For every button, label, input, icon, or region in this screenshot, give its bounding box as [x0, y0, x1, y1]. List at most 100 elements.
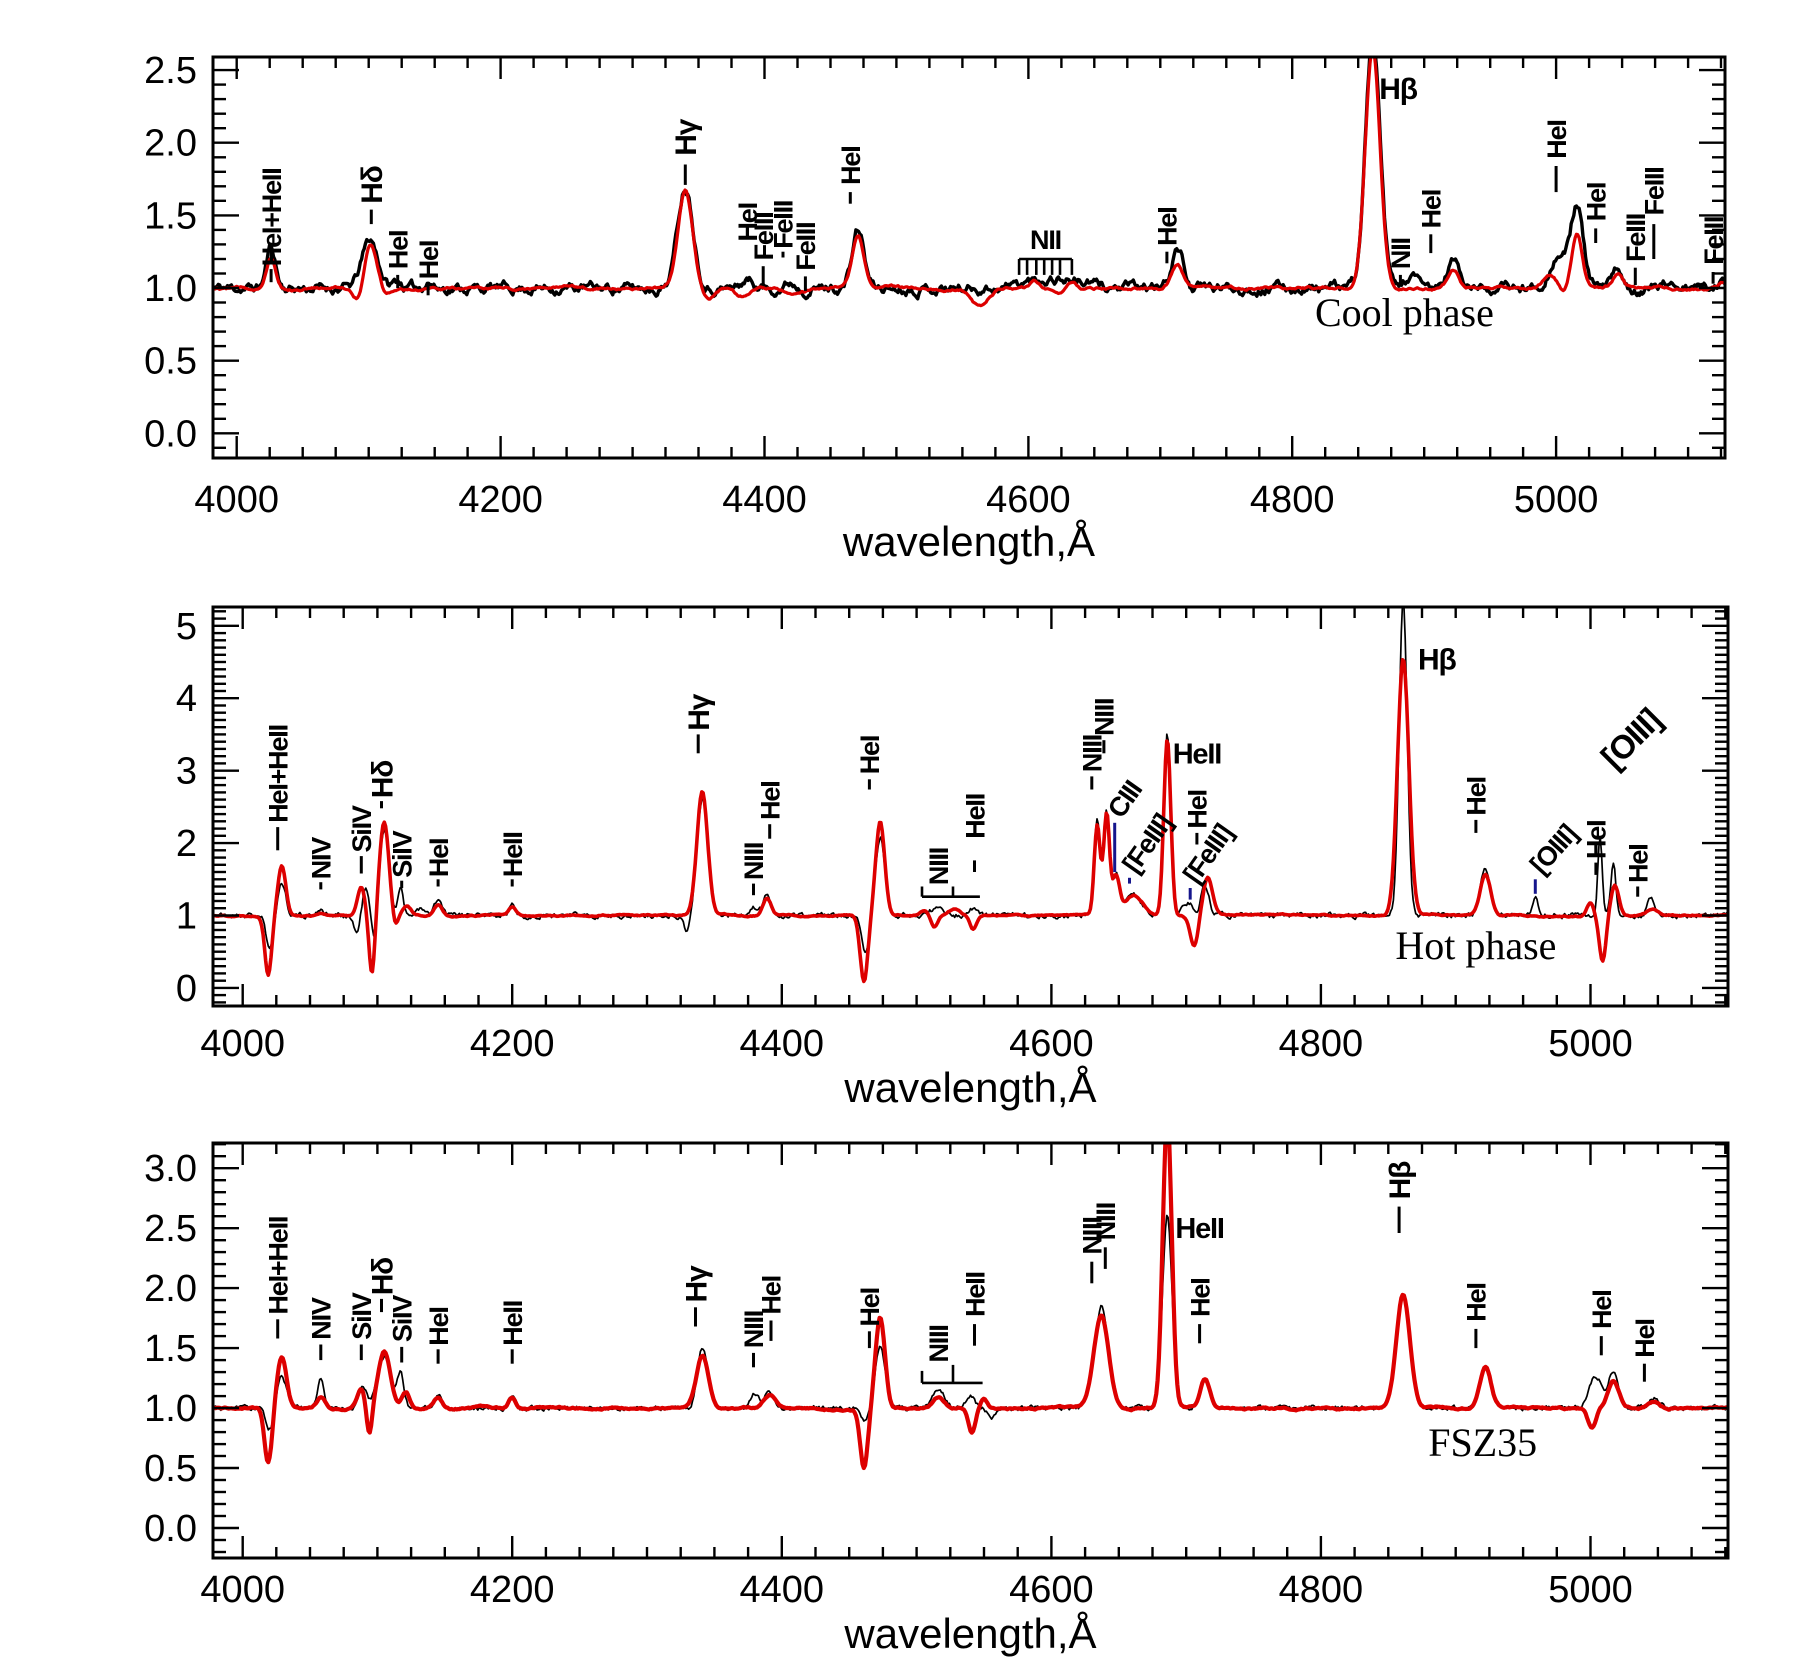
line-label-SiIV: SiIV — [387, 830, 417, 877]
x-tick-label: 4600 — [986, 479, 1071, 521]
model-spectrum-curve — [214, 658, 1727, 984]
x-tick-label: 5000 — [1548, 1023, 1633, 1065]
x-tick-label: 4600 — [1009, 1023, 1094, 1065]
line-label-HeII: HeII — [498, 1301, 528, 1346]
y-tick-label: 4 — [176, 678, 197, 720]
model-spectrum-curve — [214, 58, 1724, 308]
y-tick-label: 3 — [176, 751, 197, 793]
line-label-HeI: HeI — [1587, 1290, 1617, 1328]
line-label-[OIII]: [OIII] — [1524, 819, 1583, 880]
niii-bracket-marker — [920, 1364, 983, 1385]
line-label-SiIV: SiIV — [347, 805, 377, 852]
x-tick-label: 4200 — [470, 1023, 555, 1065]
y-tick-label: 1.5 — [144, 1328, 197, 1370]
line-label-HeII: HeII — [960, 794, 990, 839]
line-label-HeI: HeI — [1462, 777, 1492, 815]
observed-spectrum-curve — [214, 608, 1727, 954]
x-tick-label: 4800 — [1250, 479, 1335, 521]
x-tick-label: 4400 — [740, 1023, 825, 1065]
axis-ticks — [213, 607, 1728, 1006]
niii-bracket-marker — [920, 886, 980, 899]
line-label-Hβ: Hβ — [1418, 643, 1456, 676]
plot-frame — [211, 1141, 1730, 1560]
y-tick-label: 0 — [176, 968, 197, 1010]
x-tick-label: 4400 — [740, 1569, 825, 1611]
x-tick-label: 4400 — [722, 479, 807, 521]
line-label-HeI: HeI — [424, 839, 454, 877]
x-tick-label: 4200 — [458, 479, 543, 521]
line-label-SiIV: SiIV — [387, 1295, 417, 1342]
x-axis-title: wavelength,Å — [842, 518, 1095, 565]
model-spectrum-curve — [214, 1144, 1727, 1471]
line-label-Hβ: Hβ — [1379, 73, 1417, 106]
line-label-FeIII: FeIII — [769, 201, 799, 249]
line-label-Hγ: Hγ — [680, 1265, 713, 1302]
line-label-FeIII: FeIII — [749, 212, 779, 260]
x-tick-label: 4800 — [1279, 1569, 1364, 1611]
y-tick-label: 2.0 — [144, 1268, 197, 1310]
line-label-NIII: NIII — [1090, 699, 1120, 736]
y-tick-label: 2.5 — [144, 50, 197, 92]
y-tick-label: 3.0 — [144, 1148, 197, 1190]
panel-hot-phase: 4000 4200 4400 4600 4800 5000 0 1 2 3 4 5 wavelength… — [176, 605, 1730, 1111]
y-tick-label: 1.5 — [144, 195, 197, 237]
line-label-NIII: NIII — [1078, 1217, 1108, 1254]
line-label-HeI+HeII: HeI+HeII — [263, 725, 293, 823]
line-label-FeIII: FeIII — [1640, 167, 1670, 215]
line-label-NIII: NIII — [924, 848, 954, 885]
x-tick-label: 4000 — [200, 1023, 285, 1065]
line-label-HeI: HeI — [755, 781, 785, 819]
line-label-HeI: HeI — [1185, 1278, 1215, 1316]
y-tick-label: 1.0 — [144, 268, 197, 310]
line-label-HeII: HeII — [1173, 738, 1222, 770]
line-label-HeI: HeI — [1153, 207, 1183, 245]
line-label-NIII: NIII — [739, 843, 769, 880]
line-label-HeI: HeI — [855, 736, 885, 774]
line-label-NII: NII — [1386, 238, 1416, 269]
x-tick-label: 5000 — [1514, 479, 1599, 521]
x-tick-label: 4800 — [1279, 1023, 1364, 1065]
line-label-HeI: HeI — [733, 203, 763, 241]
nii-comb-marker: NII — [1017, 225, 1074, 275]
line-label-FeIII: FeIII — [1621, 214, 1651, 262]
line-label-NII: NII — [1030, 225, 1061, 255]
y-tick-label: 2.0 — [144, 123, 197, 165]
line-label-Hγ: Hγ — [670, 118, 703, 155]
panel-annotation-fsz35: FSZ35 — [1428, 1420, 1537, 1465]
line-label-NIII: NIII — [924, 1325, 954, 1362]
y-tick-label: 0.0 — [144, 1508, 197, 1550]
curves-cool-phase — [214, 58, 1724, 308]
line-label-HeII: HeII — [1175, 1213, 1224, 1245]
line-label-HeI: HeI — [383, 231, 413, 269]
line-label-HeI: HeI — [1581, 183, 1611, 221]
y-tick-label: 1 — [176, 896, 197, 938]
line-label-NIV: NIV — [307, 1297, 337, 1340]
x-axis-title: wavelength,Å — [843, 1610, 1096, 1657]
x-tick-label: 4000 — [200, 1569, 285, 1611]
y-tick-label: 5 — [176, 606, 197, 648]
line-label-HeI: HeI — [757, 1276, 787, 1314]
line-label-[OIII]: [OIII] — [1594, 701, 1668, 775]
line-label-HeI: HeI — [1183, 790, 1213, 828]
line-label-HeI: HeI — [1630, 1319, 1660, 1357]
line-label-NIII: NIII — [1091, 1203, 1121, 1240]
line-label-HeII: HeII — [960, 1272, 990, 1317]
x-tick-label: 5000 — [1548, 1569, 1633, 1611]
axis-ticks — [213, 1142, 1728, 1558]
line-label-HeI: HeI — [855, 1288, 885, 1326]
line-label-HeI: HeI — [1462, 1283, 1492, 1321]
line-label-HeI: HeI — [1542, 120, 1572, 158]
axis-ticks — [213, 57, 1725, 458]
line-label-Hδ: Hδ — [366, 761, 399, 798]
line-label-HeI: HeI — [414, 241, 444, 279]
line-label-FeIII: FeIII — [1699, 217, 1729, 265]
y-tick-label: 1.0 — [144, 1388, 197, 1430]
x-tick-label: 4600 — [1009, 1569, 1094, 1611]
line-label-HeII: HeII — [498, 832, 528, 877]
line-label-HeI+HeII: HeI+HeII — [257, 168, 287, 266]
line-label-Hβ: Hβ — [1384, 1161, 1417, 1199]
